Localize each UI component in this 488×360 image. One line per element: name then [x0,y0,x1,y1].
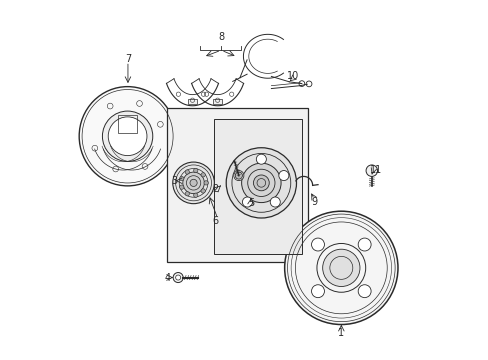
Circle shape [311,285,324,298]
Text: 3: 3 [171,176,177,186]
Circle shape [366,165,377,176]
Bar [214,119,301,253]
Text: 11: 11 [369,165,382,175]
Text: 5: 5 [247,198,254,208]
Circle shape [278,171,288,181]
Circle shape [179,176,183,181]
Circle shape [193,168,198,173]
Circle shape [185,170,189,174]
Circle shape [226,148,296,218]
Text: 10: 10 [286,71,299,81]
Circle shape [235,172,242,179]
Circle shape [253,175,269,191]
Bar [118,116,137,133]
Text: 1: 1 [338,328,344,338]
Circle shape [193,193,198,197]
Text: 2: 2 [212,184,219,194]
Text: 8: 8 [218,32,224,41]
Circle shape [179,185,183,189]
Circle shape [256,154,266,164]
Bar [166,108,308,262]
Circle shape [190,179,197,186]
Text: 7: 7 [124,54,131,64]
Text: 9: 9 [311,197,317,207]
Circle shape [358,238,370,251]
Circle shape [311,238,324,251]
Text: 4: 4 [164,273,170,283]
Circle shape [183,172,204,194]
Ellipse shape [79,87,176,186]
Circle shape [270,197,280,207]
Circle shape [201,189,205,193]
Circle shape [322,249,359,287]
Text: 6: 6 [212,216,219,226]
Circle shape [108,117,147,156]
Circle shape [233,171,244,181]
Circle shape [242,197,252,207]
Bar [213,99,222,104]
Circle shape [241,163,281,203]
Bar [188,99,196,104]
Circle shape [284,211,397,324]
Circle shape [185,192,189,196]
Circle shape [172,162,214,204]
Circle shape [203,181,208,185]
Circle shape [173,273,183,283]
Circle shape [201,173,205,177]
Circle shape [102,111,152,161]
Circle shape [358,285,370,298]
Circle shape [175,275,180,280]
